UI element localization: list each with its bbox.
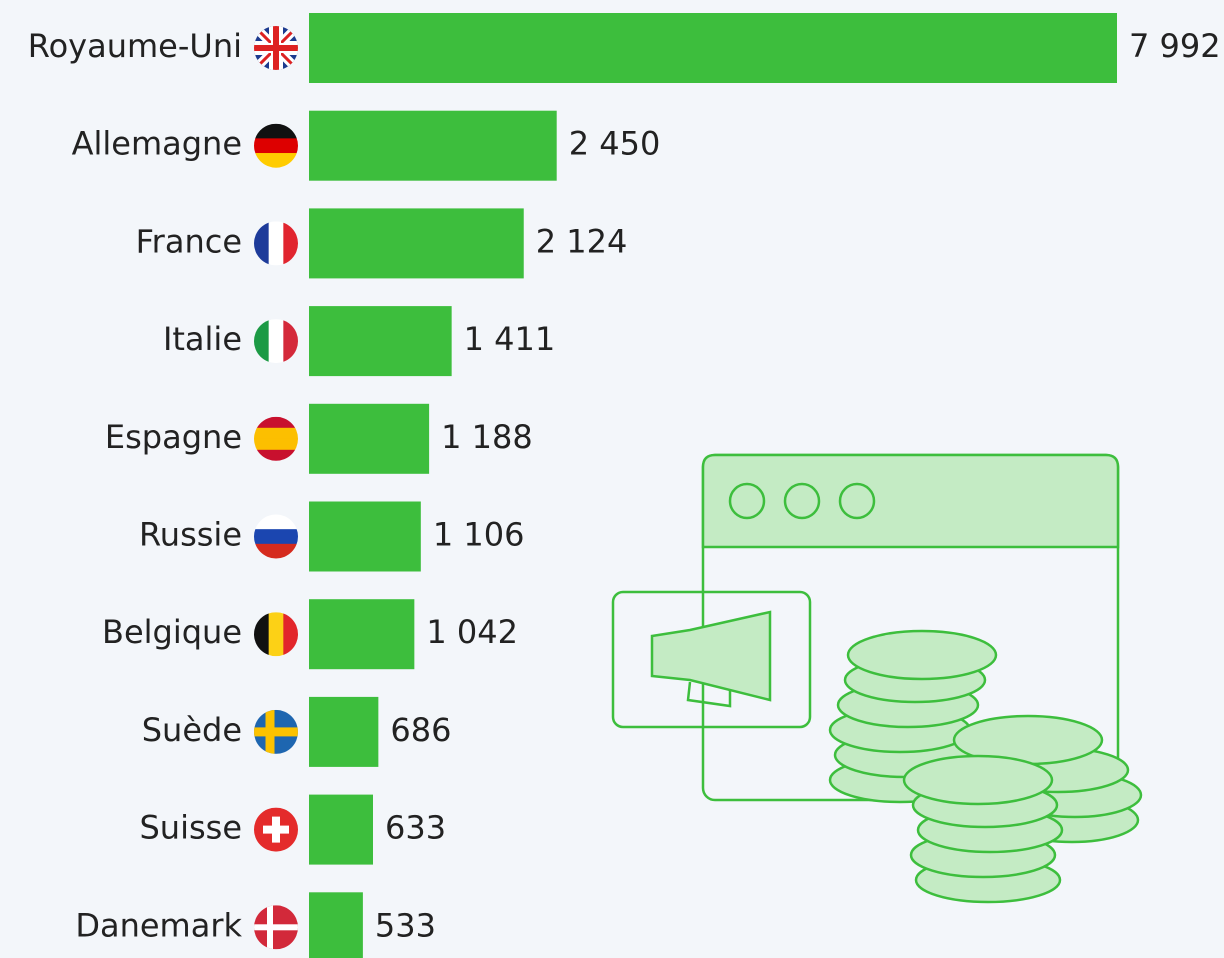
value-label: 1 106	[433, 516, 525, 554]
category-label: Suisse	[139, 809, 242, 847]
flag-stripe	[254, 612, 270, 657]
flag-stripe	[283, 319, 298, 364]
bar	[309, 208, 524, 279]
bar	[309, 696, 379, 767]
flag-stripe	[283, 221, 298, 266]
bar	[309, 13, 1117, 83]
bar	[309, 306, 452, 377]
flag	[254, 26, 298, 70]
flag	[254, 905, 298, 950]
flag	[254, 514, 298, 559]
flag-cross	[263, 825, 289, 834]
flag	[254, 807, 298, 852]
flag-stripe	[254, 153, 298, 168]
flag	[254, 709, 298, 754]
value-label: 533	[375, 906, 436, 944]
value-label: 1 042	[426, 613, 518, 651]
flag-stripe	[268, 319, 284, 364]
flag-stripe	[254, 543, 298, 559]
value-label: 7 992	[1129, 27, 1221, 65]
bar	[309, 599, 415, 670]
bar	[309, 403, 430, 474]
flag	[254, 612, 298, 657]
flag	[254, 416, 298, 461]
value-label: 1 411	[464, 320, 556, 358]
bar	[309, 892, 363, 958]
flag-stripe	[268, 221, 284, 266]
category-label: Espagne	[105, 418, 242, 456]
flag	[254, 221, 298, 266]
category-label: France	[136, 222, 242, 260]
flag-stripe	[254, 514, 298, 530]
category-label: Royaume-Uni	[28, 27, 242, 65]
flag-stripe	[254, 416, 298, 429]
flag-stripe	[254, 221, 270, 266]
flag-stripe	[254, 449, 298, 461]
category-label: Belgique	[102, 613, 242, 651]
flag-stripe	[254, 427, 298, 440]
value-label: 686	[390, 711, 451, 749]
flag-stripe	[254, 438, 298, 451]
category-label: Suède	[142, 711, 242, 749]
flag-stripe	[268, 612, 284, 657]
flag-cross	[254, 727, 298, 737]
flag-stripe	[254, 529, 298, 545]
flag-cross	[273, 26, 279, 70]
flag-stripe	[254, 319, 270, 364]
flag-stripe	[283, 612, 298, 657]
category-label: Danemark	[75, 906, 242, 944]
bar	[309, 110, 557, 181]
category-label: Italie	[163, 320, 242, 358]
value-label: 633	[385, 809, 446, 847]
flag-cross	[254, 924, 298, 931]
flag	[254, 319, 298, 364]
illustration	[611, 453, 1143, 904]
bar	[309, 501, 421, 572]
value-label: 1 188	[441, 418, 533, 456]
flag-stripe	[254, 123, 298, 139]
category-label: Russie	[139, 516, 242, 554]
value-label: 2 124	[536, 222, 628, 260]
flag-stripe	[254, 138, 298, 154]
category-label: Allemagne	[72, 125, 242, 163]
flag	[254, 123, 298, 168]
value-label: 2 450	[569, 125, 661, 163]
bar	[309, 794, 373, 865]
